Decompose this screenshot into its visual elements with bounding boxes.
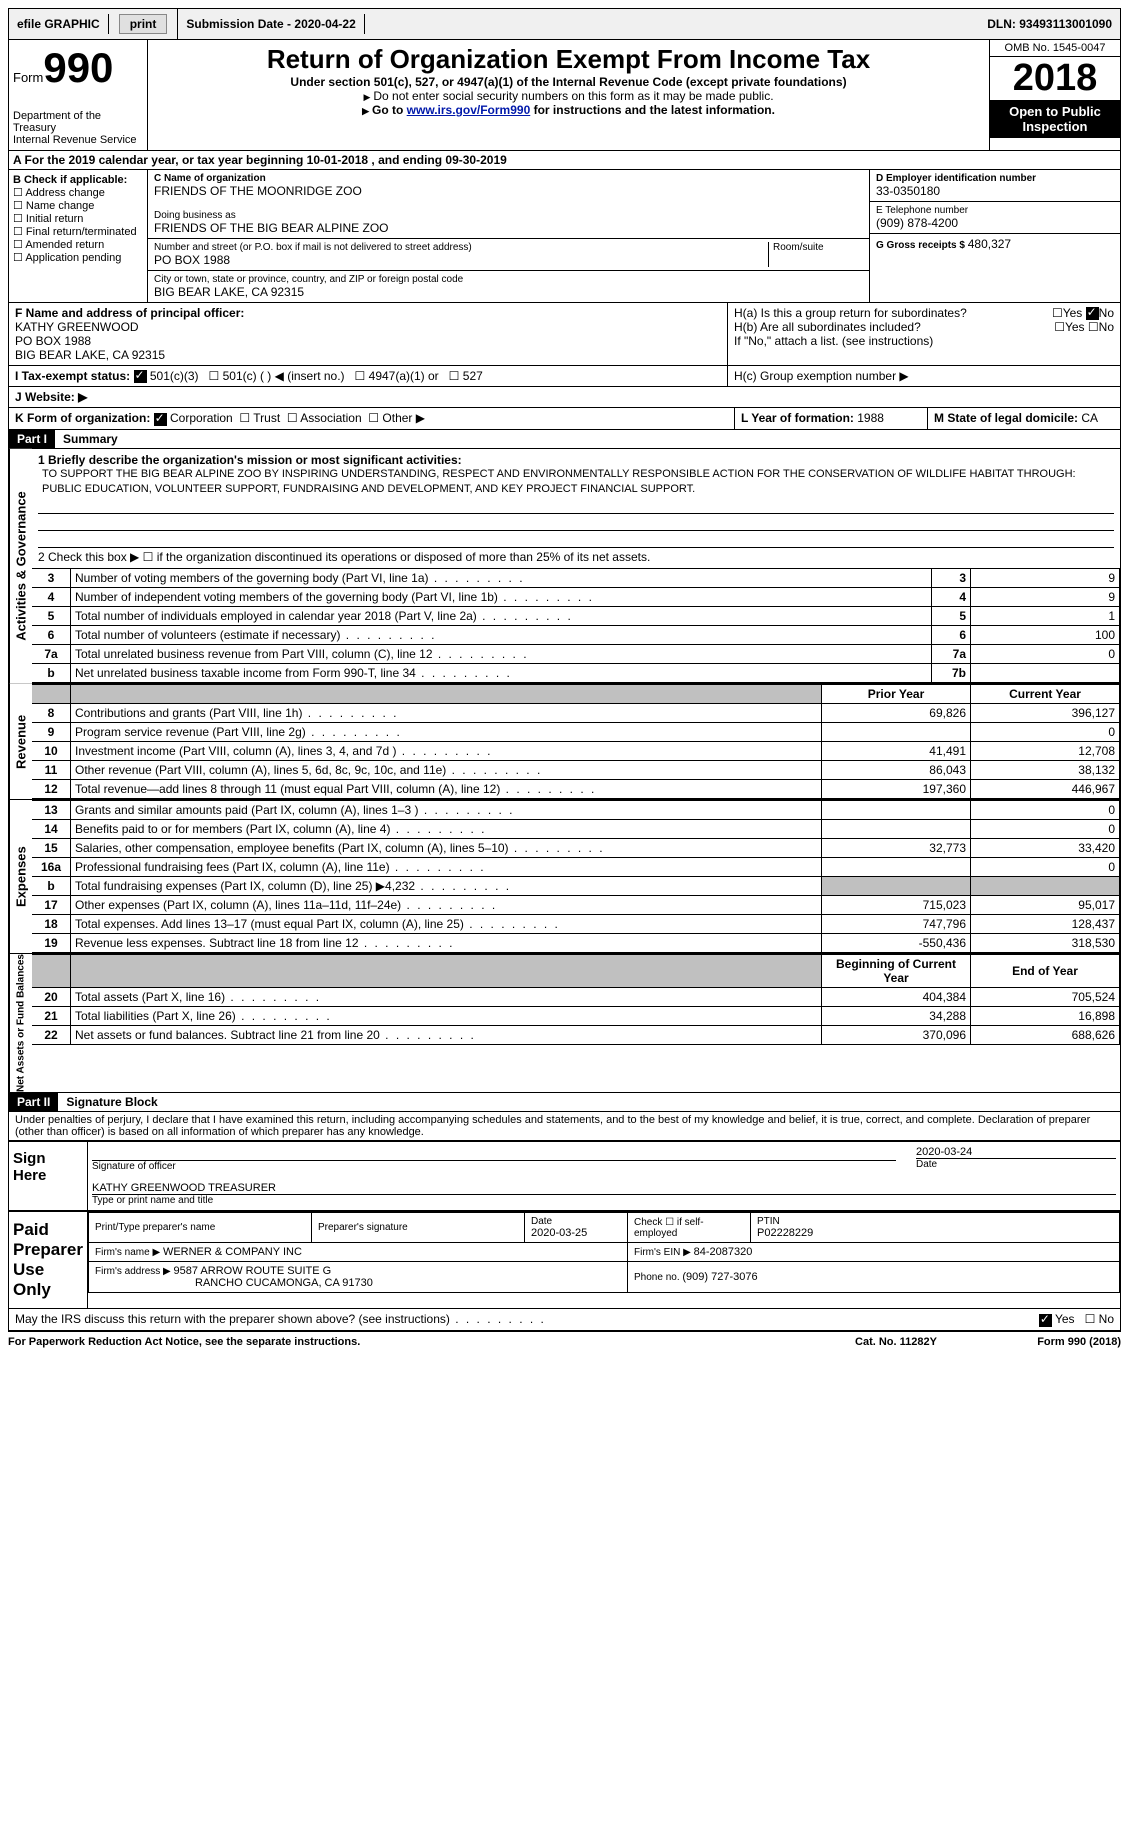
ein: 33-0350180: [876, 184, 1114, 198]
state-domicile: CA: [1081, 411, 1098, 425]
officer-name: KATHY GREENWOOD: [15, 320, 721, 334]
sig-date-value: 2020-03-24: [916, 1146, 1116, 1158]
dln-value: 93493113001090: [1019, 17, 1112, 31]
box-d: D Employer identification number 33-0350…: [869, 170, 1120, 302]
discuss-yes-icon: [1039, 1314, 1052, 1327]
revenue-table: Prior Year Current Year8 Contributions a…: [32, 684, 1120, 799]
submission-date: 2020-04-22: [294, 17, 355, 31]
dept-label: Department of the Treasury Internal Reve…: [13, 110, 143, 146]
efile-label: efile GRAPHIC: [9, 14, 109, 34]
discuss-row: May the IRS discuss this return with the…: [8, 1309, 1121, 1330]
print-button[interactable]: print: [119, 14, 168, 34]
form-title: Return of Organization Exempt From Incom…: [156, 44, 981, 75]
org-name: FRIENDS OF THE MOONRIDGE ZOO: [154, 184, 863, 198]
submission-label: Submission Date -: [186, 17, 294, 31]
page-footer: For Paperwork Reduction Act Notice, see …: [8, 1331, 1121, 1348]
firm-phone: (909) 727-3076: [682, 1271, 757, 1283]
officer-printed-name: KATHY GREENWOOD TREASURER: [92, 1182, 1116, 1194]
org-city: BIG BEAR LAKE, CA 92315: [154, 285, 863, 299]
open-inspection: Open to Public Inspection: [990, 100, 1120, 138]
paid-preparer-block: Paid Preparer Use Only Print/Type prepar…: [8, 1211, 1121, 1309]
expenses-table: 13 Grants and similar amounts paid (Part…: [32, 800, 1120, 953]
form-number: 990: [43, 44, 113, 91]
form-label: Form: [13, 70, 43, 85]
top-bar: efile GRAPHIC print Submission Date - 20…: [8, 8, 1121, 40]
dln-label: DLN:: [987, 17, 1019, 31]
check-corp-icon: [154, 413, 167, 426]
declaration-text: Under penalties of perjury, I declare th…: [8, 1112, 1121, 1140]
org-dba: FRIENDS OF THE BIG BEAR ALPINE ZOO: [154, 221, 863, 235]
part2-header: Part II Signature Block: [8, 1093, 1121, 1112]
sign-here-block: Sign Here Signature of officer 2020-03-2…: [8, 1140, 1121, 1211]
preparer-table: Print/Type preparer's name Preparer's si…: [88, 1212, 1120, 1293]
year-formation: 1988: [857, 411, 884, 425]
gross-receipts: 480,327: [968, 237, 1011, 251]
firm-ein: 84-2087320: [694, 1246, 753, 1258]
klm-row: K Form of organization: Corporation ☐ Tr…: [8, 408, 1121, 429]
j-row: J Website: ▶: [8, 387, 1121, 408]
firm-name: WERNER & COMPANY INC: [163, 1246, 302, 1258]
tax-year: 2018: [990, 57, 1120, 100]
expenses-block: Expenses 13 Grants and similar amounts p…: [8, 800, 1121, 954]
netassets-block: Net Assets or Fund Balances Beginning of…: [8, 954, 1121, 1093]
governance-block: Activities & Governance 1 Briefly descri…: [8, 449, 1121, 685]
netassets-table: Beginning of Current Year End of Year20 …: [32, 954, 1120, 1045]
note-goto-b: for instructions and the latest informat…: [530, 103, 775, 117]
omb-number: OMB No. 1545-0047: [990, 40, 1120, 57]
form-header: Form990 Department of the Treasury Inter…: [8, 40, 1121, 151]
box-b: B Check if applicable: ☐ Address change …: [9, 170, 148, 302]
ptin-value: P02228229: [757, 1227, 1113, 1239]
mission-text: TO SUPPORT THE BIG BEAR ALPINE ZOO BY IN…: [42, 467, 1114, 498]
i-row: I Tax-exempt status: 501(c)(3) ☐ 501(c) …: [8, 366, 1121, 387]
revenue-block: Revenue Prior Year Current Year8 Contrib…: [8, 684, 1121, 800]
org-street: PO BOX 1988: [154, 253, 768, 267]
check-no-icon: [1086, 307, 1099, 320]
fh-row: F Name and address of principal officer:…: [8, 303, 1121, 366]
check-501c3-icon: [134, 370, 147, 383]
part1-header: Part I Summary: [8, 430, 1121, 449]
tax-period: A For the 2019 calendar year, or tax yea…: [8, 151, 1121, 170]
form-subtitle: Under section 501(c), 527, or 4947(a)(1)…: [156, 75, 981, 89]
form990-link[interactable]: www.irs.gov/Form990: [407, 103, 531, 117]
note-goto-a: Go to: [362, 103, 407, 117]
note-ssn: Do not enter social security numbers on …: [156, 89, 981, 103]
governance-table: 3 Number of voting members of the govern…: [32, 568, 1120, 683]
phone: (909) 878-4200: [876, 216, 1114, 230]
box-c: C Name of organization FRIENDS OF THE MO…: [148, 170, 869, 302]
entity-block: B Check if applicable: ☐ Address change …: [8, 170, 1121, 303]
